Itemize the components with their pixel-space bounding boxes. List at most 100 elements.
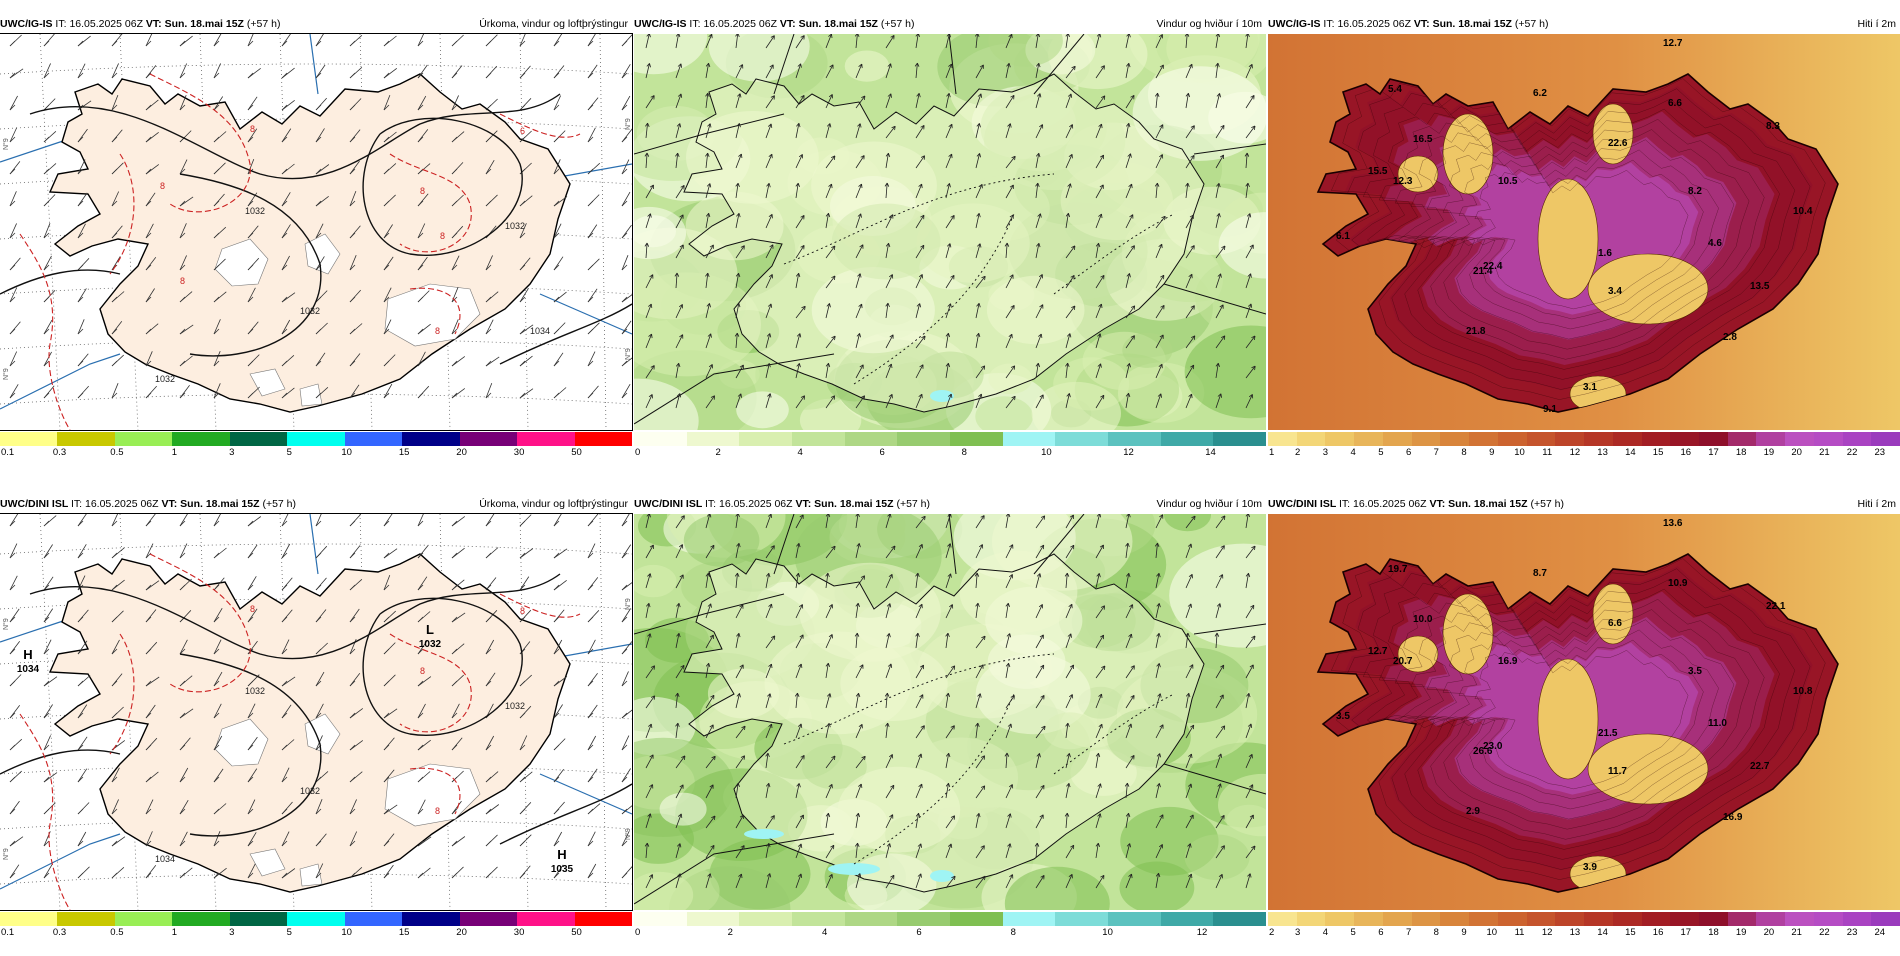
latitude-label: N°9	[2, 368, 10, 380]
valid-time-value: Sun. 18.mai 15Z	[1433, 18, 1515, 30]
valid-time-label: VT:	[1429, 498, 1448, 510]
precip-contour-label: 8	[435, 326, 440, 336]
temperature-value-label: 3.1	[1583, 382, 1597, 393]
lead-time: (+57 h)	[247, 18, 281, 30]
init-time-label: IT:	[705, 498, 719, 510]
color-scale-swatch	[115, 432, 172, 446]
color-scale-tick-label: 17	[1681, 927, 1692, 938]
isobar-label: 1034	[530, 326, 550, 336]
isobar-label: 1032	[300, 786, 320, 796]
color-scale-swatch	[1527, 912, 1556, 926]
color-scale-swatch	[0, 912, 57, 926]
color-scale-swatch	[287, 912, 344, 926]
color-scale-swatch	[1354, 432, 1383, 446]
color-scale-swatch	[634, 912, 687, 926]
init-time-value: 16.05.2025 06Z	[69, 18, 145, 30]
color-scale-swatch	[792, 912, 845, 926]
color-scale-swatch	[1527, 432, 1556, 446]
color-scale-tick-label: 10	[1487, 927, 1498, 938]
isobar-label: 1032	[505, 221, 525, 231]
color-scale-swatch	[1584, 912, 1613, 926]
color-scale-tick-label: 4	[798, 447, 803, 458]
panel-header: UWC/IG-IS IT: 16.05.2025 06Z VT: Sun. 18…	[0, 16, 632, 32]
color-scale-tick-label: 1	[1269, 447, 1274, 458]
color-scale-swatch	[1108, 432, 1161, 446]
color-scale-tick-label: 2	[1295, 447, 1300, 458]
color-scale-tick-label: 12	[1197, 927, 1208, 938]
init-time-label: IT:	[689, 18, 703, 30]
valid-time-label: VT:	[1414, 18, 1433, 30]
temperature-value-label: 21.8	[1466, 326, 1486, 337]
valid-time-label: VT:	[161, 498, 180, 510]
precip-contour-label: 8	[180, 276, 185, 286]
color-scale-swatch	[172, 432, 229, 446]
color-scale-swatch	[1843, 912, 1872, 926]
color-scale-tick-label: 0.5	[110, 927, 123, 938]
color-scale-tick-label: 4	[1323, 927, 1328, 938]
temperature-value-label: 3.4	[1608, 286, 1622, 297]
color-scale-tick-label: 3	[229, 447, 234, 458]
color-scale-tick-label: 13	[1597, 447, 1608, 458]
valid-time-value: Sun. 18.mai 15Z	[180, 498, 262, 510]
precip-contour-label: 8	[440, 231, 445, 241]
color-scale	[0, 432, 632, 446]
color-scale-tick-label: 7	[1434, 447, 1439, 458]
latitude-label: N°9	[624, 828, 632, 840]
color-scale-tick-label: 10	[1102, 927, 1113, 938]
color-scale-tick-label: 10	[341, 447, 352, 458]
color-scale-tick-label: 15	[1653, 447, 1664, 458]
temperature-value-label: 22.1	[1766, 601, 1786, 612]
map-canvas	[634, 514, 1266, 910]
temperature-value-label: 8.7	[1533, 568, 1547, 579]
color-scale-tick-label: 0	[635, 927, 640, 938]
color-scale-swatch	[950, 912, 1003, 926]
init-time-value: 16.05.2025 06Z	[1337, 18, 1413, 30]
model-name: UWC/IG-IS	[1268, 18, 1323, 30]
color-scale-tick-label: 0.1	[1, 447, 14, 458]
color-scale-swatch	[1440, 432, 1469, 446]
model-name: UWC/DINI ISL	[0, 498, 71, 510]
color-scale-tick-label: 22	[1819, 927, 1830, 938]
init-time-value: 16.05.2025 06Z	[85, 498, 161, 510]
color-scale-swatch	[845, 912, 898, 926]
temperature-value-label: 6.2	[1533, 88, 1547, 99]
color-scale-tick-label: 24	[1875, 927, 1886, 938]
color-scale	[1268, 432, 1900, 446]
valid-time-label: VT:	[146, 18, 165, 30]
color-scale-tick-label: 13	[1570, 927, 1581, 938]
temperature-value-label: 3.5	[1336, 711, 1350, 722]
lead-time: (+57 h)	[262, 498, 296, 510]
high-pressure-marker: H	[557, 847, 566, 862]
temperature-value-label: 21.5	[1598, 728, 1618, 739]
model-name: UWC/DINI ISL	[634, 498, 705, 510]
color-scale-swatch	[1055, 912, 1108, 926]
color-scale-swatch	[1642, 432, 1671, 446]
color-scale-swatch	[1469, 912, 1498, 926]
temperature-value-label: 10.9	[1668, 578, 1688, 589]
temperature-value-label: 21.4	[1473, 266, 1493, 277]
color-scale-swatch	[575, 432, 632, 446]
model-name: UWC/IG-IS	[0, 18, 55, 30]
precip-contour-label: 8	[250, 604, 255, 614]
temperature-value-label: 10.4	[1793, 206, 1813, 217]
pressure-center-value: 1034	[17, 664, 40, 675]
color-scale-swatch	[845, 432, 898, 446]
temperature-value-label: 8.2	[1688, 186, 1702, 197]
color-scale-tick-label: 12	[1570, 447, 1581, 458]
color-scale-tick-label: 30	[514, 447, 525, 458]
temperature-value-label: 3.5	[1688, 666, 1702, 677]
color-scale-tick-label: 12	[1542, 927, 1553, 938]
latitude-label: N°9	[2, 618, 10, 630]
temperature-value-label: 10.8	[1793, 686, 1813, 697]
color-scale-tick-label: 4	[1351, 447, 1356, 458]
color-scale-tick-label: 20	[1764, 927, 1775, 938]
low-pressure-marker: L	[426, 622, 434, 637]
temperature-value-label: 15.5	[1368, 166, 1388, 177]
temperature-value-label: 3.9	[1583, 862, 1597, 873]
